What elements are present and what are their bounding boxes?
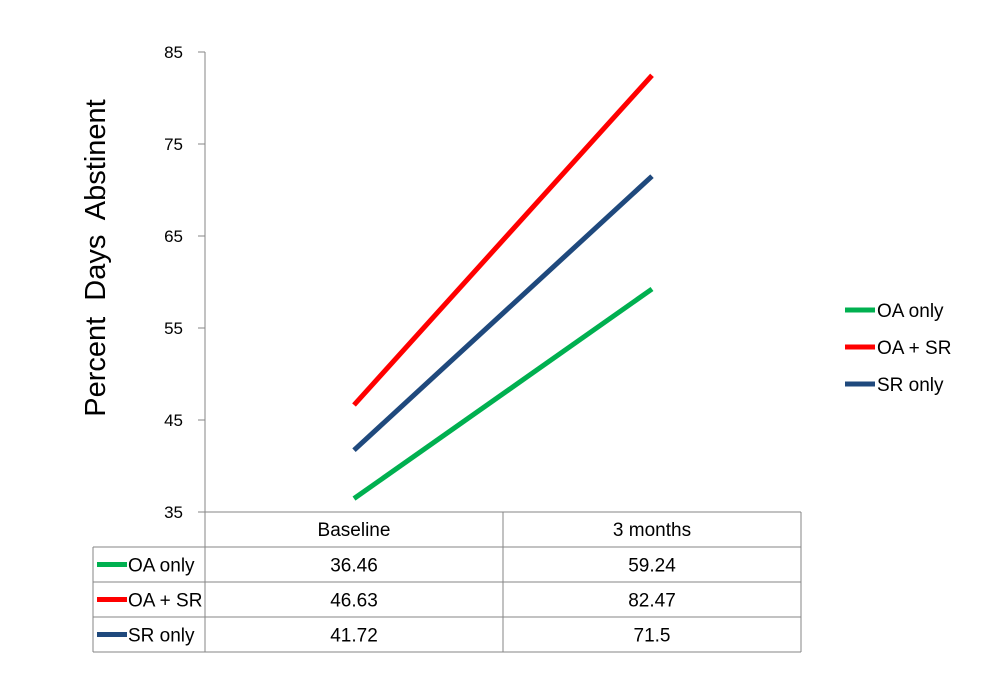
series-lines	[352, 73, 654, 501]
y-tick-label: 85	[164, 43, 183, 62]
table-value: 82.47	[628, 591, 676, 612]
legend-label: SR only	[877, 375, 944, 396]
table-value: 36.46	[330, 556, 378, 577]
x-category-label: 3 months	[613, 520, 691, 541]
table-value: 41.72	[330, 626, 378, 647]
legend-label: OA + SR	[877, 338, 951, 359]
y-tick-label: 35	[164, 503, 183, 522]
table-value: 59.24	[628, 556, 676, 577]
y-tick-label: 55	[164, 319, 183, 338]
table-series-label: OA + SR	[128, 591, 202, 612]
y-tick-label: 45	[164, 411, 183, 430]
table-series-label: SR only	[128, 626, 195, 647]
legend-label: OA only	[877, 301, 944, 322]
legend: OA only OA + SR SR only	[845, 301, 951, 396]
y-tick-label: 65	[164, 227, 183, 246]
table-value: 46.63	[330, 591, 378, 612]
series-line	[352, 286, 654, 501]
series-line	[352, 174, 654, 453]
y-tick-label: 75	[164, 135, 183, 154]
data-table: Baseline 3 months OA only 36.46 59.24 OA + SR…	[92, 511, 802, 653]
y-axis-label: Percent Days Abstinent	[80, 99, 112, 416]
series-line	[352, 73, 654, 407]
table-series-label: OA only	[128, 556, 195, 577]
table-value: 71.5	[634, 626, 671, 647]
x-category-label: Baseline	[318, 520, 391, 541]
y-axis: 35 45 55 65 75 85	[164, 43, 206, 522]
